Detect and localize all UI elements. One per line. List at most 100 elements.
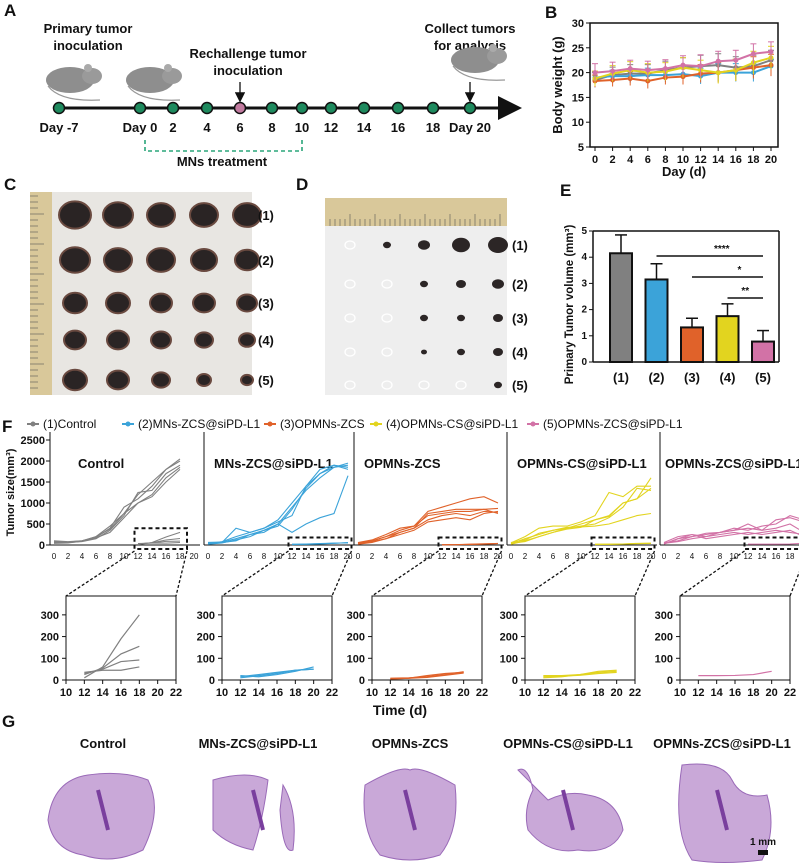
empty-site	[455, 380, 467, 390]
x-tick-label: 8	[565, 552, 570, 561]
inset-x-tick-label: 20	[152, 687, 164, 699]
mouse-illustration	[126, 64, 182, 101]
x-tick-label: 16	[772, 552, 781, 561]
lung-section	[517, 768, 624, 852]
mouse-illustration	[451, 44, 507, 81]
tumor-sample	[62, 368, 88, 392]
x-tick-label: 16	[619, 552, 628, 561]
x-tick-label: 12	[438, 552, 447, 561]
tumor-sample	[105, 291, 131, 315]
tumor-sample	[452, 237, 470, 253]
panel-label-d: D	[296, 175, 308, 194]
inset-y-tick-label: 100	[347, 653, 365, 665]
x-tick-label: 8	[412, 552, 417, 561]
zoom-connector	[679, 550, 745, 597]
inset-y-tick-label: 0	[53, 675, 59, 687]
data-point	[610, 68, 616, 74]
inset-x-tick-label: 22	[326, 687, 338, 699]
tumor-sample	[420, 280, 428, 288]
panel-label-g: G	[2, 712, 15, 731]
inset-x-tick-label: 10	[674, 687, 686, 699]
timeline-day-label: 2	[169, 120, 176, 135]
tumor-growth-curve	[207, 464, 349, 545]
tumor-growth-curve-small	[441, 543, 499, 546]
tumor-sample	[493, 348, 503, 356]
inset-x-tick-label: 20	[458, 687, 470, 699]
data-point	[715, 58, 721, 64]
x-tick-label: 14	[452, 552, 461, 561]
x-tick-label: 2	[610, 154, 616, 166]
tumor-sample	[421, 349, 427, 355]
mouse-head	[487, 48, 507, 64]
tumor-growth-curve	[357, 510, 499, 545]
timeline-day-label: Day -7	[39, 120, 78, 135]
x-tick-label: 20	[494, 552, 503, 561]
mouse-ear	[84, 64, 92, 72]
group-label: (3)	[258, 296, 274, 311]
inset-x-tick-label: 22	[476, 687, 488, 699]
ruler	[325, 198, 507, 226]
tumor-volume-bar-chart: 0 1 2 3 4 5 Primary Tumor volume (mm³) (1) (2) (3…	[564, 225, 780, 385]
x-tick-label: (2)	[649, 370, 665, 385]
inset-x-tick-label: 12	[537, 687, 549, 699]
legend-entry: (1)Control	[43, 417, 96, 431]
y-tick-label: 20	[572, 68, 584, 80]
timeline-day-label: 18	[426, 120, 440, 135]
legend-entry: (5)OPMNs-ZCS@siPD-L1	[543, 417, 683, 431]
inset-y-tick-label: 300	[197, 610, 215, 622]
x-tick-label: 10	[274, 552, 283, 561]
ruler	[30, 192, 52, 395]
x-tick-label: 4	[80, 552, 85, 561]
timeline-node	[357, 101, 371, 115]
x-tick-label: 4	[690, 552, 695, 561]
inset-x-tick-label: 18	[289, 687, 301, 699]
tumor-sample	[149, 292, 173, 314]
inset-x-tick-label: 20	[308, 687, 320, 699]
x-axis-label: Day (d)	[662, 164, 706, 179]
panel-title: MNs-ZCS@siPD-L1	[214, 456, 333, 471]
x-tick-label: 18	[480, 552, 489, 561]
tumor-sample	[457, 314, 465, 322]
tumor-sample	[196, 373, 212, 387]
tumor-sample	[492, 279, 504, 289]
inset-frame	[221, 595, 333, 681]
data-point	[733, 57, 739, 63]
tumor-sample	[418, 240, 430, 250]
panel-label-a: A	[4, 1, 16, 20]
event-collect-line1: Collect tumors	[424, 21, 515, 36]
inset-y-tick-label: 100	[41, 653, 59, 665]
y-tick-label: 10	[572, 117, 584, 129]
legend-marker	[30, 421, 36, 427]
tumor-sample	[106, 369, 130, 391]
empty-site	[344, 380, 356, 390]
x-tick-label: 12	[694, 154, 706, 166]
lung-histology: Control MNs-ZCS@siPD-L1 OPMNs-ZCS OPMNs-CS@…	[47, 736, 791, 863]
inset-y-tick-label: 100	[500, 653, 518, 665]
x-tick-label: 14	[758, 552, 767, 561]
zoom-connector	[221, 550, 289, 597]
x-tick-label: 10	[730, 552, 739, 561]
x-tick-label: (5)	[755, 370, 771, 385]
y-axis-label: Tumor size(mm³)	[5, 448, 17, 536]
data-point	[662, 66, 668, 72]
tumor-sample	[234, 248, 260, 272]
tumor-sample	[146, 247, 176, 273]
timeline-day-label: 16	[391, 120, 405, 135]
timeline-node	[463, 101, 477, 115]
x-tick-label: 2	[220, 552, 225, 561]
tumor-growth-curve	[207, 462, 349, 544]
airway	[251, 789, 265, 831]
lung-section	[212, 774, 295, 851]
x-tick-label: 12	[744, 552, 753, 561]
tumor-growth-curve	[207, 475, 349, 544]
x-tick-label: 10	[120, 552, 129, 561]
x-tick-label: 0	[206, 552, 211, 561]
tumor-sample	[240, 373, 254, 387]
inset-x-tick-label: 12	[384, 687, 396, 699]
histology-title: OPMNs-ZCS@siPD-L1	[653, 736, 791, 751]
timeline-node	[52, 101, 66, 115]
plot-frame	[589, 22, 779, 148]
tumor-sample	[494, 381, 502, 389]
event-rechallenge-line1: Rechallenge tumor	[189, 46, 306, 61]
timeline-node	[133, 101, 147, 115]
